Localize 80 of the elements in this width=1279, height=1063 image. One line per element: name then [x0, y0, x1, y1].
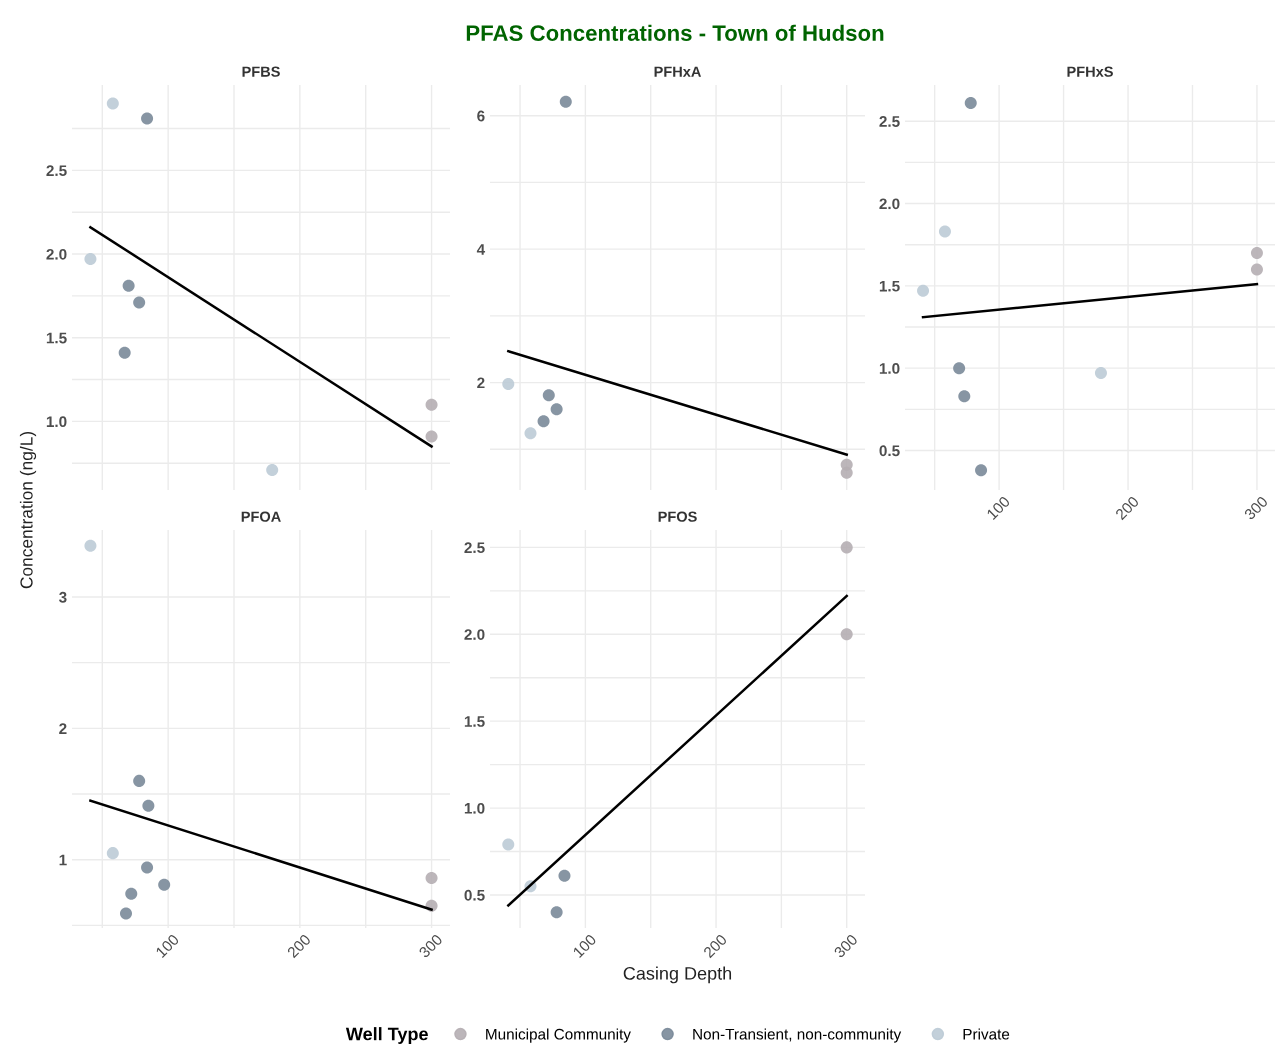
point: [266, 463, 279, 476]
point: [1250, 246, 1263, 259]
y-tick-label: 1.0: [464, 802, 485, 814]
y-tick-label: 1.0: [879, 363, 900, 374]
text: PFAS Concentrations - Town of Hudson: [466, 24, 884, 41]
point: [122, 279, 135, 292]
y-tick-label: 1.5: [46, 332, 67, 344]
y-tick-label: 2.0: [464, 629, 485, 640]
point: [559, 95, 572, 108]
y-tick-label: 2.5: [46, 165, 67, 177]
y-tick-label: 4: [476, 244, 486, 255]
y-tick-label: 1.0: [46, 416, 67, 428]
chart-title: PFHxS: [1067, 66, 1113, 77]
x-tick-label: 200: [702, 933, 728, 959]
point: [1250, 263, 1263, 276]
point: [158, 878, 171, 891]
point: [550, 906, 563, 919]
point: [537, 415, 550, 428]
point: [84, 539, 97, 552]
x-tick-label: 300: [418, 933, 444, 959]
legend-label: Non-Transient, non-community: [693, 1028, 902, 1043]
point: [106, 97, 119, 110]
x-axis-title: Casing Depth: [623, 966, 732, 984]
point: [141, 861, 154, 874]
point: [502, 838, 515, 851]
x-tick-label: 200: [286, 933, 312, 959]
point: [84, 253, 97, 266]
x-tick-label: 300: [833, 933, 859, 959]
point: [917, 284, 930, 297]
point: [141, 112, 154, 125]
y-tick-label: 6: [477, 110, 485, 122]
legend-label: Private: [963, 1028, 1010, 1040]
point: [119, 907, 133, 920]
legend-label: Municipal Community: [486, 1028, 631, 1043]
point: [118, 346, 131, 359]
y-tick-label: 2.5: [464, 542, 485, 554]
point: [840, 541, 853, 554]
point: [840, 466, 853, 479]
point: [133, 296, 146, 309]
point: [425, 398, 438, 411]
x-tick-label: 300: [1243, 495, 1269, 521]
x-tick-label: 100: [155, 933, 180, 958]
point: [840, 628, 853, 641]
point: [106, 847, 119, 860]
point: [550, 403, 563, 416]
point: [142, 799, 155, 812]
point: [542, 389, 555, 402]
x-tick-label: 100: [986, 495, 1011, 520]
point: [975, 464, 988, 477]
y-tick-label: 1: [59, 854, 67, 866]
y-tick-label: 3: [58, 591, 67, 603]
y-tick-label: 0.5: [879, 445, 900, 457]
y-tick-label: 2.0: [46, 248, 67, 260]
point: [133, 774, 146, 787]
chart-title: PFBS: [242, 66, 280, 77]
point: [964, 97, 977, 110]
point: [425, 872, 438, 885]
x-tick-label: 200: [1114, 495, 1140, 521]
point: [938, 225, 951, 238]
point: [953, 362, 966, 375]
y-axis-title: Concentration (ng/L): [19, 431, 37, 589]
y-tick-label: 0.5: [464, 889, 485, 901]
y-tick-label: 2: [477, 377, 485, 389]
y-tick-label: 2.0: [879, 198, 900, 210]
y-tick-label: 2: [59, 723, 67, 734]
point: [558, 869, 571, 882]
point: [958, 390, 971, 403]
chart-title: PFOS: [658, 511, 697, 522]
point: [524, 427, 537, 440]
legend-title: Well Type: [345, 1027, 428, 1044]
point: [125, 887, 138, 900]
chart-title: PFOA: [241, 511, 281, 522]
chart-title: PFHxA: [654, 66, 702, 77]
point: [502, 377, 515, 390]
y-tick-label: 2.5: [879, 116, 900, 127]
point: [1094, 367, 1107, 380]
y-tick-label: 1.5: [879, 280, 900, 292]
y-tick-label: 1.5: [464, 716, 485, 727]
point: [425, 430, 438, 443]
x-tick-label: 100: [572, 933, 597, 958]
